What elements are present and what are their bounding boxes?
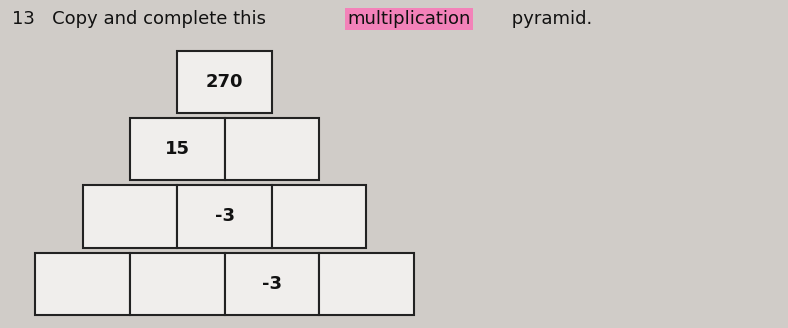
Bar xyxy=(272,185,366,248)
Bar xyxy=(83,185,177,248)
Text: 270: 270 xyxy=(206,73,243,91)
Bar xyxy=(130,118,225,180)
Bar xyxy=(177,185,272,248)
Text: pyramid.: pyramid. xyxy=(506,10,593,28)
Text: -3: -3 xyxy=(214,208,235,225)
Text: multiplication: multiplication xyxy=(347,10,470,28)
Bar xyxy=(225,253,319,315)
Text: 15: 15 xyxy=(165,140,190,158)
Bar xyxy=(130,253,225,315)
Bar xyxy=(225,118,319,180)
Text: 13   Copy and complete this: 13 Copy and complete this xyxy=(12,10,272,28)
Bar xyxy=(319,253,414,315)
Bar xyxy=(35,253,130,315)
Bar xyxy=(177,51,272,113)
Text: -3: -3 xyxy=(262,275,282,293)
